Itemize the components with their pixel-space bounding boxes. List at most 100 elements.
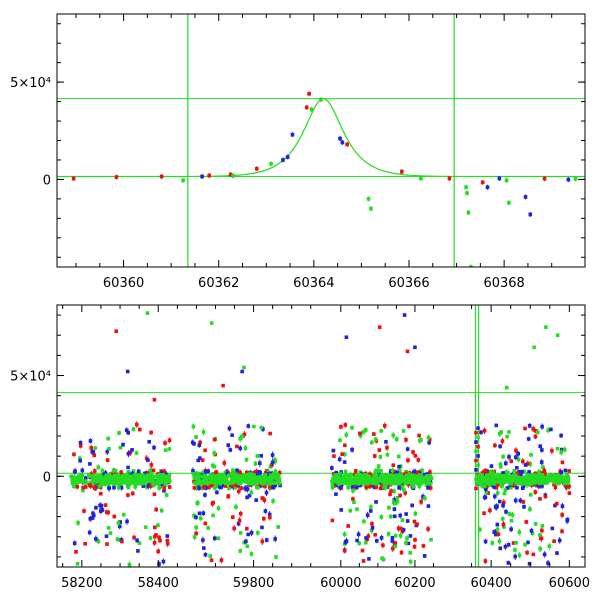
data-point	[105, 478, 110, 483]
data-point	[481, 475, 486, 480]
data-point	[513, 476, 517, 480]
data-point	[530, 475, 534, 479]
data-point	[218, 476, 223, 481]
season-segment	[69, 311, 172, 567]
data-point	[365, 477, 370, 482]
data-point	[270, 475, 275, 479]
data-point	[123, 481, 127, 485]
data-point	[235, 479, 239, 483]
x-tick-label: 60360	[103, 276, 144, 291]
data-point	[83, 479, 88, 483]
data-point	[254, 475, 258, 480]
data-point	[367, 481, 372, 485]
data-point	[383, 477, 387, 482]
bottom-plot-area	[57, 305, 585, 567]
data-point	[358, 479, 362, 484]
data-point	[143, 478, 148, 483]
data-point	[224, 481, 228, 486]
data-point	[521, 482, 526, 486]
data-point	[401, 479, 406, 483]
data-point	[391, 480, 395, 484]
data-point	[163, 481, 168, 486]
data-point	[261, 475, 266, 479]
data-point	[91, 477, 96, 482]
data-point	[349, 473, 354, 477]
y-tick-label: 5×10⁴	[10, 370, 51, 385]
data-point	[521, 479, 525, 484]
data-point	[557, 478, 561, 482]
data-point	[386, 478, 390, 483]
data-point	[203, 473, 208, 478]
data-point	[159, 480, 164, 484]
data-point	[352, 478, 356, 482]
data-point	[148, 475, 153, 479]
data-point	[204, 475, 208, 480]
data-point	[239, 477, 244, 481]
data-point	[531, 478, 536, 483]
data-point	[129, 474, 134, 479]
data-point	[424, 477, 428, 481]
data-point	[421, 476, 425, 481]
data-point	[417, 478, 422, 483]
data-point	[539, 480, 544, 484]
data-point	[510, 476, 514, 480]
data-point	[537, 481, 542, 486]
data-point	[76, 474, 81, 479]
data-point	[140, 478, 144, 482]
data-point	[549, 478, 553, 482]
data-point	[142, 481, 147, 485]
data-point	[70, 478, 74, 482]
season-segment	[474, 305, 572, 567]
data-point	[137, 475, 142, 479]
data-point	[97, 477, 101, 482]
data-point	[273, 476, 278, 480]
data-point	[544, 477, 549, 482]
data-point	[487, 473, 492, 477]
data-point	[533, 474, 538, 479]
data-point	[256, 477, 261, 481]
data-point	[492, 482, 497, 486]
data-point	[165, 478, 169, 483]
data-point	[212, 477, 217, 482]
data-point	[335, 477, 339, 482]
data-point	[134, 477, 139, 481]
data-point	[372, 473, 377, 477]
data-point	[364, 474, 369, 479]
data-point	[367, 476, 372, 481]
top-panel: 60360 60362 60364 60366 60368 0 5×10⁴	[10, 13, 586, 291]
data-point	[72, 475, 77, 480]
data-point	[102, 479, 106, 484]
data-point	[92, 474, 96, 479]
data-point	[192, 475, 197, 480]
data-point	[140, 473, 145, 477]
data-point	[354, 473, 359, 478]
data-point	[391, 477, 395, 482]
data-point	[235, 474, 239, 478]
data-point	[511, 473, 516, 478]
data-point	[146, 479, 150, 484]
x-tick-label: 60364	[293, 276, 334, 291]
data-point	[361, 476, 366, 480]
data-point	[388, 476, 393, 481]
data-point	[506, 477, 511, 482]
data-point	[411, 479, 416, 483]
data-point	[116, 473, 120, 477]
data-point	[276, 481, 281, 486]
data-point	[195, 481, 200, 486]
data-point	[163, 474, 168, 478]
data-point	[398, 477, 402, 482]
data-point	[216, 473, 221, 478]
data-point	[207, 480, 212, 485]
season-segment	[330, 313, 434, 565]
data-point	[133, 473, 138, 478]
y-tick-label: 0	[43, 173, 51, 188]
data-point	[522, 475, 527, 480]
data-point	[506, 475, 510, 480]
data-point	[237, 474, 241, 478]
data-point	[357, 474, 362, 479]
data-point	[197, 481, 202, 486]
data-point	[517, 478, 521, 483]
data-point	[211, 473, 215, 478]
data-point	[552, 476, 556, 481]
data-point	[159, 475, 164, 479]
